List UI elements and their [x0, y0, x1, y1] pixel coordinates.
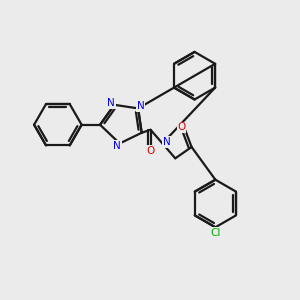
- Text: N: N: [136, 101, 144, 111]
- Text: N: N: [163, 137, 170, 147]
- Text: O: O: [177, 122, 186, 132]
- Text: Cl: Cl: [210, 228, 220, 238]
- Text: N: N: [107, 98, 115, 108]
- Text: N: N: [113, 141, 121, 151]
- Text: O: O: [146, 146, 155, 156]
